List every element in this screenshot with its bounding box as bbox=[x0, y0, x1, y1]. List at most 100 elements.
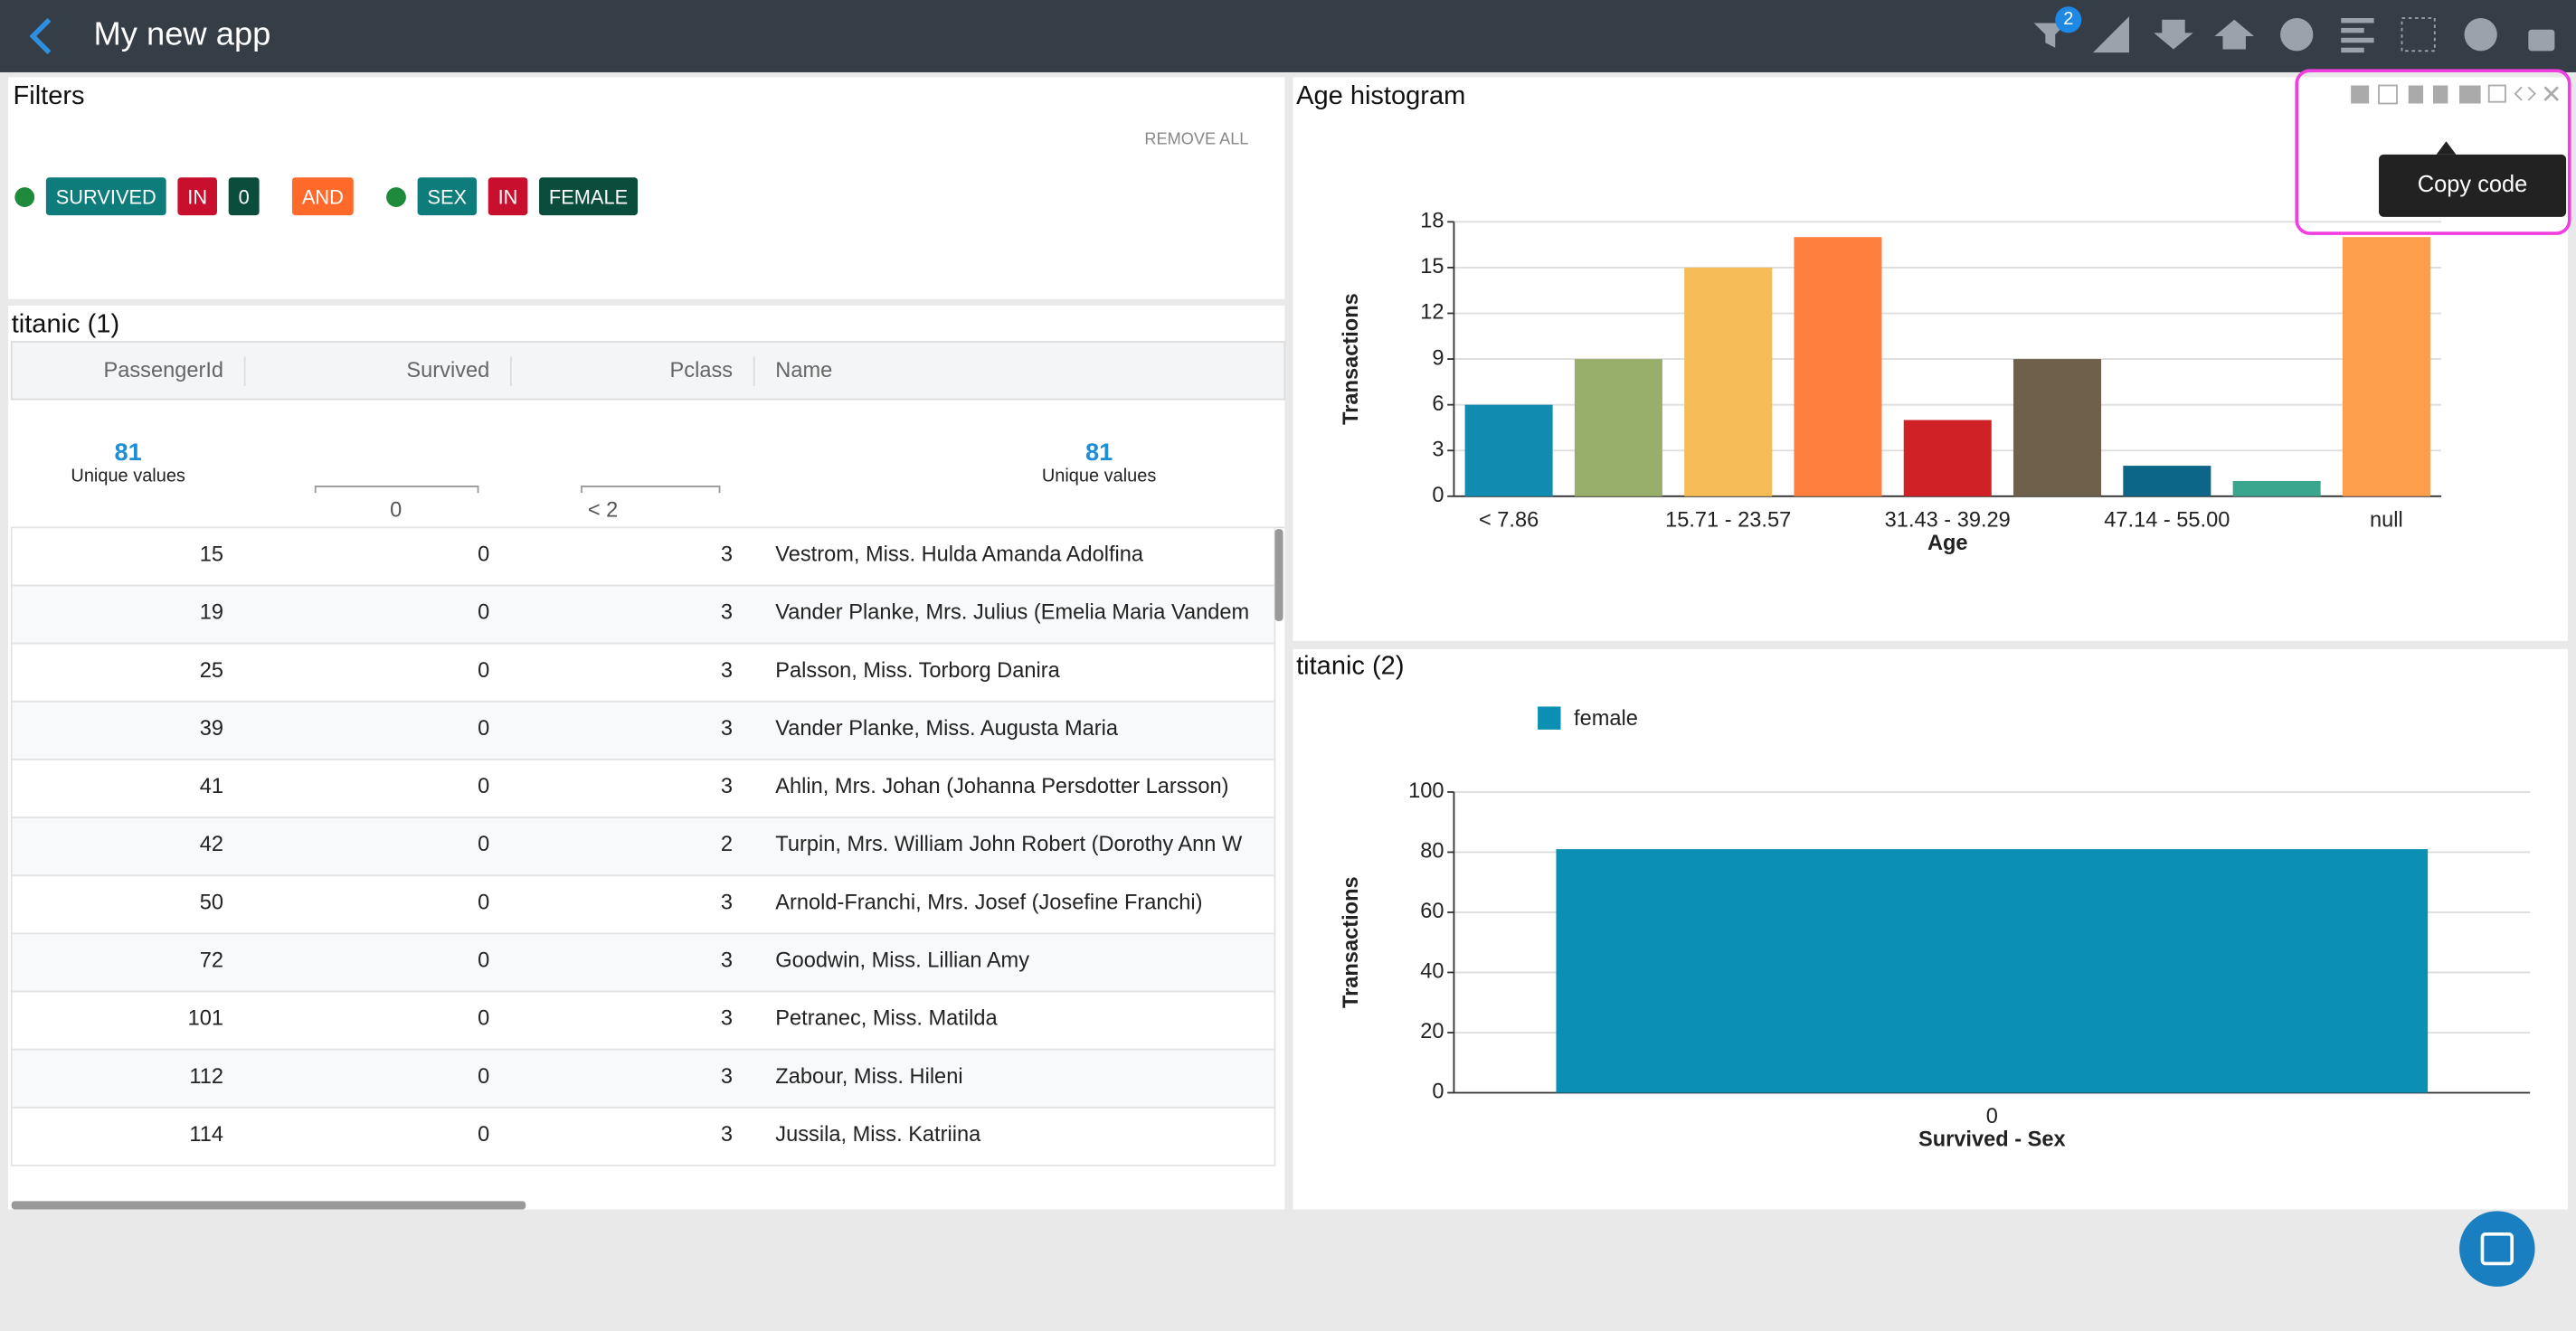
table-cell: 39 bbox=[200, 717, 223, 741]
chip-label: 0 bbox=[239, 186, 250, 209]
python-icon[interactable] bbox=[2459, 85, 2481, 104]
x-tick-label: 0 bbox=[1986, 1105, 1998, 1128]
top-bar bbox=[0, 0, 2576, 72]
table-cell: 3 bbox=[721, 891, 733, 914]
upload-icon[interactable] bbox=[2214, 19, 2254, 50]
y-tick-label: 60 bbox=[1420, 900, 1444, 923]
table-cell: 3 bbox=[721, 601, 733, 625]
table-cell: 3 bbox=[721, 1123, 733, 1147]
y-tick-label: 9 bbox=[1432, 346, 1444, 370]
filter-chip bbox=[539, 177, 639, 216]
y-axis-title: Transactions bbox=[1340, 876, 1363, 1008]
expand-icon[interactable] bbox=[2487, 84, 2506, 103]
filter-chip bbox=[417, 177, 478, 216]
filter-chip bbox=[291, 177, 354, 216]
fab-icon bbox=[2480, 1232, 2514, 1266]
close-icon[interactable] bbox=[2543, 86, 2559, 101]
table-cell: 0 bbox=[478, 775, 489, 798]
toolbar bbox=[2033, 6, 2555, 53]
move-icon[interactable] bbox=[2351, 85, 2370, 104]
table-row bbox=[10, 817, 1276, 877]
y-tick-label: 0 bbox=[1432, 1081, 1444, 1104]
bar bbox=[2342, 237, 2430, 496]
app-title: My new app bbox=[94, 15, 271, 52]
table-cell: 114 bbox=[189, 1123, 223, 1147]
filter-chip bbox=[45, 177, 166, 216]
tooltip bbox=[2379, 154, 2567, 217]
grid-icon[interactable] bbox=[2401, 17, 2436, 52]
remove-all[interactable]: REMOVE ALL bbox=[1144, 129, 1248, 147]
column-header: Name bbox=[775, 359, 832, 382]
unique-count: 81 bbox=[1085, 438, 1113, 466]
filter-icon[interactable] bbox=[2033, 23, 2067, 48]
table-cell: 3 bbox=[721, 717, 733, 741]
table-cell: 3 bbox=[721, 1065, 733, 1089]
bar bbox=[1556, 849, 2429, 1093]
globe-icon[interactable] bbox=[2280, 17, 2314, 52]
badge bbox=[2055, 6, 2082, 33]
panel-title: titanic (1) bbox=[12, 309, 119, 338]
table-cell: 3 bbox=[721, 659, 733, 683]
table-cell: 41 bbox=[200, 775, 223, 798]
h-scrollbar[interactable] bbox=[11, 1201, 526, 1210]
table-cell: Goodwin, Miss. Lillian Amy bbox=[775, 949, 1029, 973]
table-cell: 0 bbox=[478, 833, 489, 856]
tooltip-arrow bbox=[2436, 141, 2457, 155]
copy-icon[interactable] bbox=[2432, 85, 2448, 104]
x-tick-label: 47.14 - 55.00 bbox=[2104, 508, 2230, 532]
bar bbox=[1684, 267, 1773, 496]
highlight-box bbox=[2295, 69, 2571, 235]
filter-chip bbox=[228, 177, 260, 216]
status-dot bbox=[386, 187, 406, 207]
x-tick-label: < 7.86 bbox=[1479, 508, 1539, 532]
text-icon[interactable] bbox=[2341, 17, 2374, 24]
panel-toolbar bbox=[2351, 84, 2559, 105]
fab-button[interactable] bbox=[2459, 1211, 2535, 1287]
download-icon[interactable] bbox=[2154, 19, 2193, 50]
table-cell: 0 bbox=[478, 601, 489, 625]
table-row bbox=[10, 700, 1276, 760]
bar bbox=[1574, 359, 1662, 496]
chip-label: IN bbox=[187, 186, 207, 209]
v-scrollbar[interactable] bbox=[1274, 529, 1283, 621]
chip-label: IN bbox=[498, 186, 518, 209]
table-cell: 3 bbox=[721, 949, 733, 973]
chip-label: SEX bbox=[427, 186, 467, 209]
filters-panel bbox=[8, 77, 1285, 299]
chip-label: FEMALE bbox=[549, 186, 628, 209]
table-icon[interactable] bbox=[2378, 84, 2398, 105]
column-header: Pclass bbox=[670, 359, 734, 382]
table-cell: Petranec, Miss. Matilda bbox=[775, 1007, 998, 1031]
table-cell: 72 bbox=[200, 949, 223, 973]
settings-icon[interactable] bbox=[2093, 16, 2129, 53]
table-row bbox=[10, 874, 1276, 935]
mini-axis bbox=[314, 486, 479, 494]
x-axis-title: Survived - Sex bbox=[1918, 1128, 2066, 1151]
table-cell: 0 bbox=[478, 717, 489, 741]
y-tick-label: 80 bbox=[1420, 840, 1444, 864]
filter-chips: SURVIVED IN 0 AND SEX IN FEMALE bbox=[14, 177, 639, 216]
table-cell: Vestrom, Miss. Hulda Amanda Adolfina bbox=[775, 543, 1144, 566]
table-row bbox=[10, 584, 1276, 645]
bar bbox=[1794, 237, 1882, 496]
panel-title: titanic (2) bbox=[1296, 651, 1404, 680]
help-icon[interactable] bbox=[2464, 17, 2497, 52]
table-cell: 42 bbox=[200, 833, 223, 856]
table-cell: 50 bbox=[200, 891, 223, 914]
bar bbox=[2232, 480, 2321, 496]
lock-icon[interactable] bbox=[2528, 29, 2555, 52]
table-cell: 3 bbox=[721, 543, 733, 566]
y-axis-title: Transactions bbox=[1340, 293, 1363, 425]
back-button[interactable] bbox=[29, 17, 52, 55]
code-icon[interactable] bbox=[2514, 86, 2536, 101]
download-icon[interactable] bbox=[2408, 85, 2424, 104]
bar bbox=[2123, 466, 2211, 496]
column-header: PassengerId bbox=[103, 359, 223, 382]
table-header bbox=[10, 341, 1286, 401]
filter-chip bbox=[488, 177, 528, 216]
table-row bbox=[10, 932, 1276, 993]
legend-swatch bbox=[1538, 706, 1561, 730]
y-tick-label: 18 bbox=[1420, 210, 1444, 233]
